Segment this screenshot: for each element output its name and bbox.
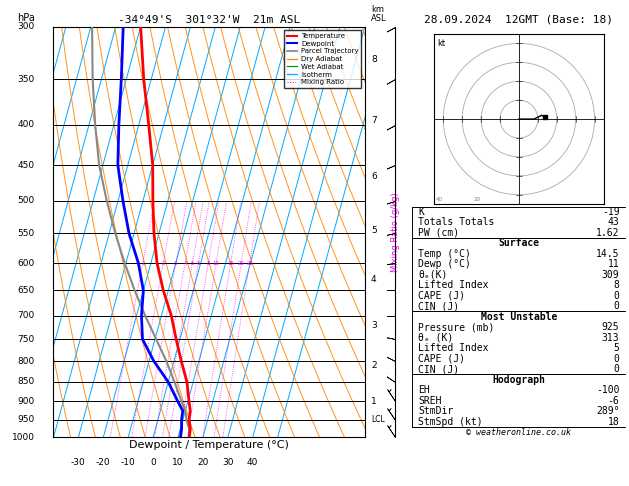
Text: -6: -6: [608, 396, 620, 406]
Text: -20: -20: [96, 458, 111, 467]
Text: Mixing Ratio (g/kg): Mixing Ratio (g/kg): [391, 192, 401, 272]
Text: 10: 10: [172, 458, 184, 467]
Text: 4: 4: [183, 260, 187, 266]
Text: 0: 0: [613, 354, 620, 364]
Text: 40: 40: [436, 197, 443, 202]
Text: 14.5: 14.5: [596, 249, 620, 259]
Text: 500: 500: [18, 196, 35, 206]
Text: 6: 6: [371, 172, 377, 181]
Text: SREH: SREH: [418, 396, 442, 406]
Text: 0: 0: [150, 458, 156, 467]
Text: 30: 30: [222, 458, 233, 467]
Text: 0: 0: [613, 301, 620, 311]
Text: 40: 40: [247, 458, 259, 467]
Text: 0: 0: [613, 364, 620, 374]
Text: -10: -10: [121, 458, 136, 467]
Text: 1.62: 1.62: [596, 228, 620, 238]
Text: 43: 43: [608, 217, 620, 227]
Text: StmDir: StmDir: [418, 406, 454, 416]
Text: EH: EH: [418, 385, 430, 395]
Text: 950: 950: [18, 416, 35, 424]
Text: 4: 4: [371, 275, 377, 284]
Text: K: K: [418, 207, 425, 217]
Text: StmSpd (kt): StmSpd (kt): [418, 417, 483, 427]
Text: 400: 400: [18, 121, 35, 129]
Text: 1: 1: [141, 260, 145, 266]
Text: 3: 3: [371, 321, 377, 330]
Text: -34°49'S  301°32'W  21m ASL: -34°49'S 301°32'W 21m ASL: [118, 15, 300, 25]
Text: 1: 1: [371, 397, 377, 406]
Text: -100: -100: [596, 385, 620, 395]
Text: -19: -19: [602, 207, 620, 217]
Text: 2: 2: [371, 361, 377, 370]
Text: hPa: hPa: [17, 13, 35, 23]
Text: 309: 309: [602, 270, 620, 280]
Text: θₑ (K): θₑ (K): [418, 333, 454, 343]
Text: PW (cm): PW (cm): [418, 228, 460, 238]
Text: 8: 8: [371, 55, 377, 64]
Text: 15: 15: [227, 260, 234, 266]
Text: Most Unstable: Most Unstable: [481, 312, 557, 322]
Text: Totals Totals: Totals Totals: [418, 217, 495, 227]
Text: kt: kt: [437, 39, 445, 48]
Text: 350: 350: [18, 75, 35, 84]
Text: CAPE (J): CAPE (J): [418, 354, 465, 364]
Text: 0: 0: [613, 291, 620, 301]
Text: Lifted Index: Lifted Index: [418, 280, 489, 290]
Text: 800: 800: [18, 357, 35, 366]
Text: 550: 550: [18, 229, 35, 238]
Text: 900: 900: [18, 397, 35, 406]
Text: 700: 700: [18, 311, 35, 320]
Text: km
ASL: km ASL: [371, 5, 387, 23]
Text: 11: 11: [608, 259, 620, 269]
Text: 925: 925: [602, 322, 620, 332]
Text: 313: 313: [602, 333, 620, 343]
Text: 850: 850: [18, 378, 35, 386]
Text: Hodograph: Hodograph: [493, 375, 545, 385]
Text: Surface: Surface: [498, 238, 540, 248]
Text: CIN (J): CIN (J): [418, 364, 460, 374]
Text: 650: 650: [18, 286, 35, 295]
Text: 3: 3: [174, 260, 177, 266]
Text: Lifted Index: Lifted Index: [418, 343, 489, 353]
Text: CIN (J): CIN (J): [418, 301, 460, 311]
Text: 20: 20: [198, 458, 209, 467]
Text: 8: 8: [613, 280, 620, 290]
Text: 600: 600: [18, 259, 35, 268]
Text: 28.09.2024  12GMT (Base: 18): 28.09.2024 12GMT (Base: 18): [425, 15, 613, 25]
Text: 5: 5: [371, 226, 377, 235]
Text: 6: 6: [197, 260, 200, 266]
Text: 289°: 289°: [596, 406, 620, 416]
Legend: Temperature, Dewpoint, Parcel Trajectory, Dry Adiabat, Wet Adiabat, Isotherm, Mi: Temperature, Dewpoint, Parcel Trajectory…: [284, 30, 361, 88]
Text: Temp (°C): Temp (°C): [418, 249, 471, 259]
Text: 300: 300: [18, 22, 35, 31]
Text: 25: 25: [246, 260, 253, 266]
Text: 450: 450: [18, 160, 35, 170]
Text: © weatheronline.co.uk: © weatheronline.co.uk: [467, 428, 571, 436]
Text: LCL: LCL: [371, 416, 385, 424]
Text: 1000: 1000: [12, 433, 35, 442]
Text: -30: -30: [71, 458, 86, 467]
X-axis label: Dewpoint / Temperature (°C): Dewpoint / Temperature (°C): [129, 440, 289, 450]
Text: 2: 2: [162, 260, 165, 266]
Text: 5: 5: [191, 260, 194, 266]
Text: 10: 10: [213, 260, 220, 266]
Text: 7: 7: [371, 116, 377, 125]
Text: 20: 20: [474, 197, 481, 202]
Text: Pressure (mb): Pressure (mb): [418, 322, 495, 332]
Text: 18: 18: [608, 417, 620, 427]
Text: 5: 5: [613, 343, 620, 353]
Text: Dewp (°C): Dewp (°C): [418, 259, 471, 269]
Text: 8: 8: [206, 260, 210, 266]
Text: θₑ(K): θₑ(K): [418, 270, 448, 280]
Text: CAPE (J): CAPE (J): [418, 291, 465, 301]
Text: 750: 750: [18, 335, 35, 344]
Text: 20: 20: [238, 260, 245, 266]
